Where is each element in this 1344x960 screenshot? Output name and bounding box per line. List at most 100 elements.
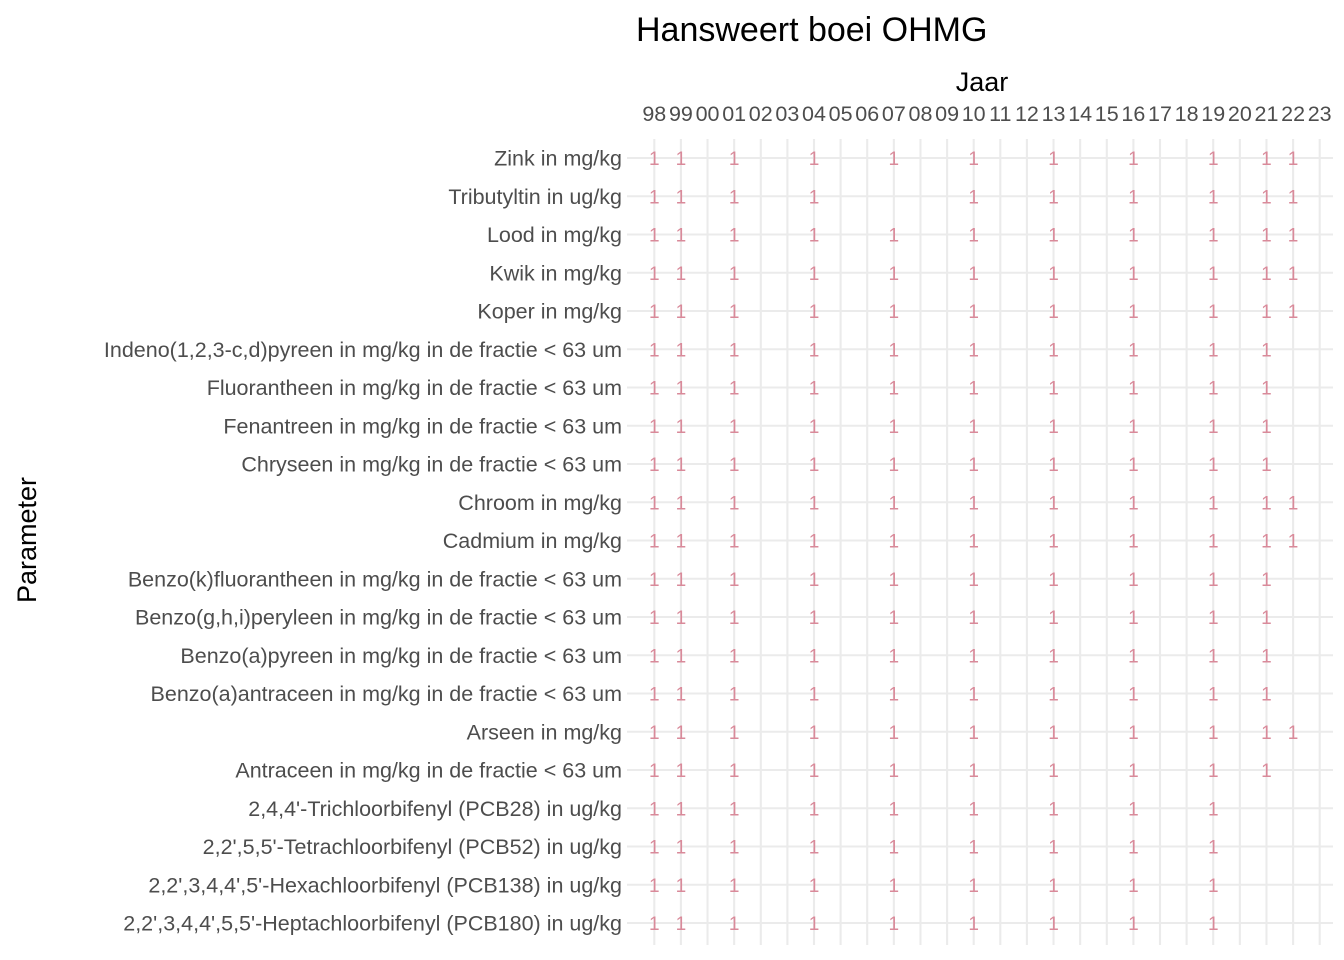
- cell-value: 1: [676, 226, 687, 247]
- cell-value: 1: [676, 149, 687, 170]
- x-tick-label: 99: [669, 102, 693, 126]
- cell-value: 1: [809, 646, 820, 667]
- cell-value: 1: [676, 187, 687, 208]
- cell-value: 1: [1128, 226, 1139, 247]
- cell-value: 1: [889, 685, 900, 706]
- cell-value: 1: [676, 799, 687, 820]
- cell-value: 1: [649, 570, 660, 591]
- cell-value: 1: [889, 264, 900, 285]
- y-tick-label: 2,4,4'-Trichloorbifenyl (PCB28) in ug/kg: [248, 797, 622, 821]
- cell-value: 1: [968, 838, 979, 859]
- x-tick-label: 21: [1255, 102, 1279, 126]
- cell-value: 1: [649, 302, 660, 323]
- cell-value: 1: [1128, 493, 1139, 514]
- cell-value: 1: [1261, 340, 1272, 361]
- cell-value: 1: [889, 799, 900, 820]
- cell-value: 1: [1261, 608, 1272, 629]
- cell-value: 1: [1288, 187, 1299, 208]
- x-tick-label: 06: [855, 102, 879, 126]
- cell-value: 1: [1128, 379, 1139, 400]
- cell-value: 1: [1208, 379, 1219, 400]
- cell-value: 1: [1208, 455, 1219, 476]
- cell-value: 1: [729, 608, 740, 629]
- y-tick-label: Cadmium in mg/kg: [443, 529, 622, 553]
- y-tick-label: Tributyltin in ug/kg: [448, 185, 622, 209]
- cell-value: 1: [1048, 876, 1059, 897]
- cell-value: 1: [1048, 723, 1059, 744]
- cell-value: 1: [1208, 493, 1219, 514]
- cell-value: 1: [809, 685, 820, 706]
- x-tick-label: 03: [775, 102, 799, 126]
- cell-value: 1: [1048, 838, 1059, 859]
- cell-value: 1: [1128, 723, 1139, 744]
- cell-value: 1: [649, 838, 660, 859]
- cell-value: 1: [1208, 149, 1219, 170]
- y-tick-label: Arseen in mg/kg: [467, 720, 622, 744]
- cell-value: 1: [968, 226, 979, 247]
- cell-value: 1: [1288, 264, 1299, 285]
- cell-value: 1: [1261, 532, 1272, 553]
- cell-value: 1: [729, 493, 740, 514]
- y-axis-title: Parameter: [12, 477, 42, 603]
- cell-value: 1: [676, 608, 687, 629]
- cell-value: 1: [649, 685, 660, 706]
- cell-value: 1: [1128, 838, 1139, 859]
- cell-value: 1: [649, 417, 660, 438]
- cell-value: 1: [1128, 532, 1139, 553]
- cell-value: 1: [649, 723, 660, 744]
- x-tick-label: 01: [722, 102, 746, 126]
- x-tick-label: 12: [1015, 102, 1039, 126]
- cell-value: 1: [1261, 417, 1272, 438]
- cell-value: 1: [649, 493, 660, 514]
- y-tick-label: Benzo(a)pyreen in mg/kg in de fractie < …: [180, 644, 622, 668]
- cell-value: 1: [729, 799, 740, 820]
- cell-value: 1: [968, 302, 979, 323]
- y-tick-label: Fenantreen in mg/kg in de fractie < 63 u…: [223, 414, 622, 438]
- cell-value: 1: [809, 838, 820, 859]
- cell-value: 1: [729, 761, 740, 782]
- cell-value: 1: [809, 608, 820, 629]
- x-tick-label: 17: [1148, 102, 1172, 126]
- cell-value: 1: [968, 914, 979, 935]
- cell-value: 1: [676, 493, 687, 514]
- cell-value: 1: [649, 149, 660, 170]
- x-axis-title: Jaar: [956, 67, 1009, 97]
- cell-value: 1: [1208, 646, 1219, 667]
- cell-value: 1: [889, 302, 900, 323]
- x-tick-label: 07: [882, 102, 906, 126]
- cell-value: 1: [729, 723, 740, 744]
- cell-value: 1: [968, 646, 979, 667]
- cell-value: 1: [676, 379, 687, 400]
- cell-value: 1: [809, 532, 820, 553]
- cell-value: 1: [968, 417, 979, 438]
- cell-value: 1: [676, 876, 687, 897]
- cell-value: 1: [649, 226, 660, 247]
- cell-value: 1: [889, 226, 900, 247]
- cell-value: 1: [676, 417, 687, 438]
- x-tick-label: 08: [909, 102, 933, 126]
- cell-value: 1: [729, 532, 740, 553]
- cell-value: 1: [676, 455, 687, 476]
- cell-value: 1: [1261, 685, 1272, 706]
- x-tick-labels: 98 99 00 01 02 03 04 05 06 07 08 09 10 11 12 13 14 15 16 17…: [642, 102, 1331, 126]
- cell-value: 1: [809, 302, 820, 323]
- cell-value: 1: [968, 340, 979, 361]
- cell-value: 1: [809, 187, 820, 208]
- cell-value: 1: [1048, 914, 1059, 935]
- x-tick-label: 15: [1095, 102, 1119, 126]
- x-tick-label: 05: [829, 102, 853, 126]
- y-tick-label: 2,2',5,5'-Tetrachloorbifenyl (PCB52) in …: [203, 835, 622, 859]
- y-tick-label: Chryseen in mg/kg in de fractie < 63 um: [241, 453, 622, 477]
- cell-value: 1: [1208, 838, 1219, 859]
- cell-value: 1: [1048, 646, 1059, 667]
- cell-value: 1: [676, 646, 687, 667]
- cell-value: 1: [1288, 723, 1299, 744]
- cell-value: 1: [729, 685, 740, 706]
- cell-value: 1: [729, 149, 740, 170]
- cell-value: 1: [1208, 761, 1219, 782]
- cell-value: 1: [1288, 493, 1299, 514]
- cell-value: 1: [649, 914, 660, 935]
- cell-value: 1: [1208, 187, 1219, 208]
- cell-value: 1: [1208, 226, 1219, 247]
